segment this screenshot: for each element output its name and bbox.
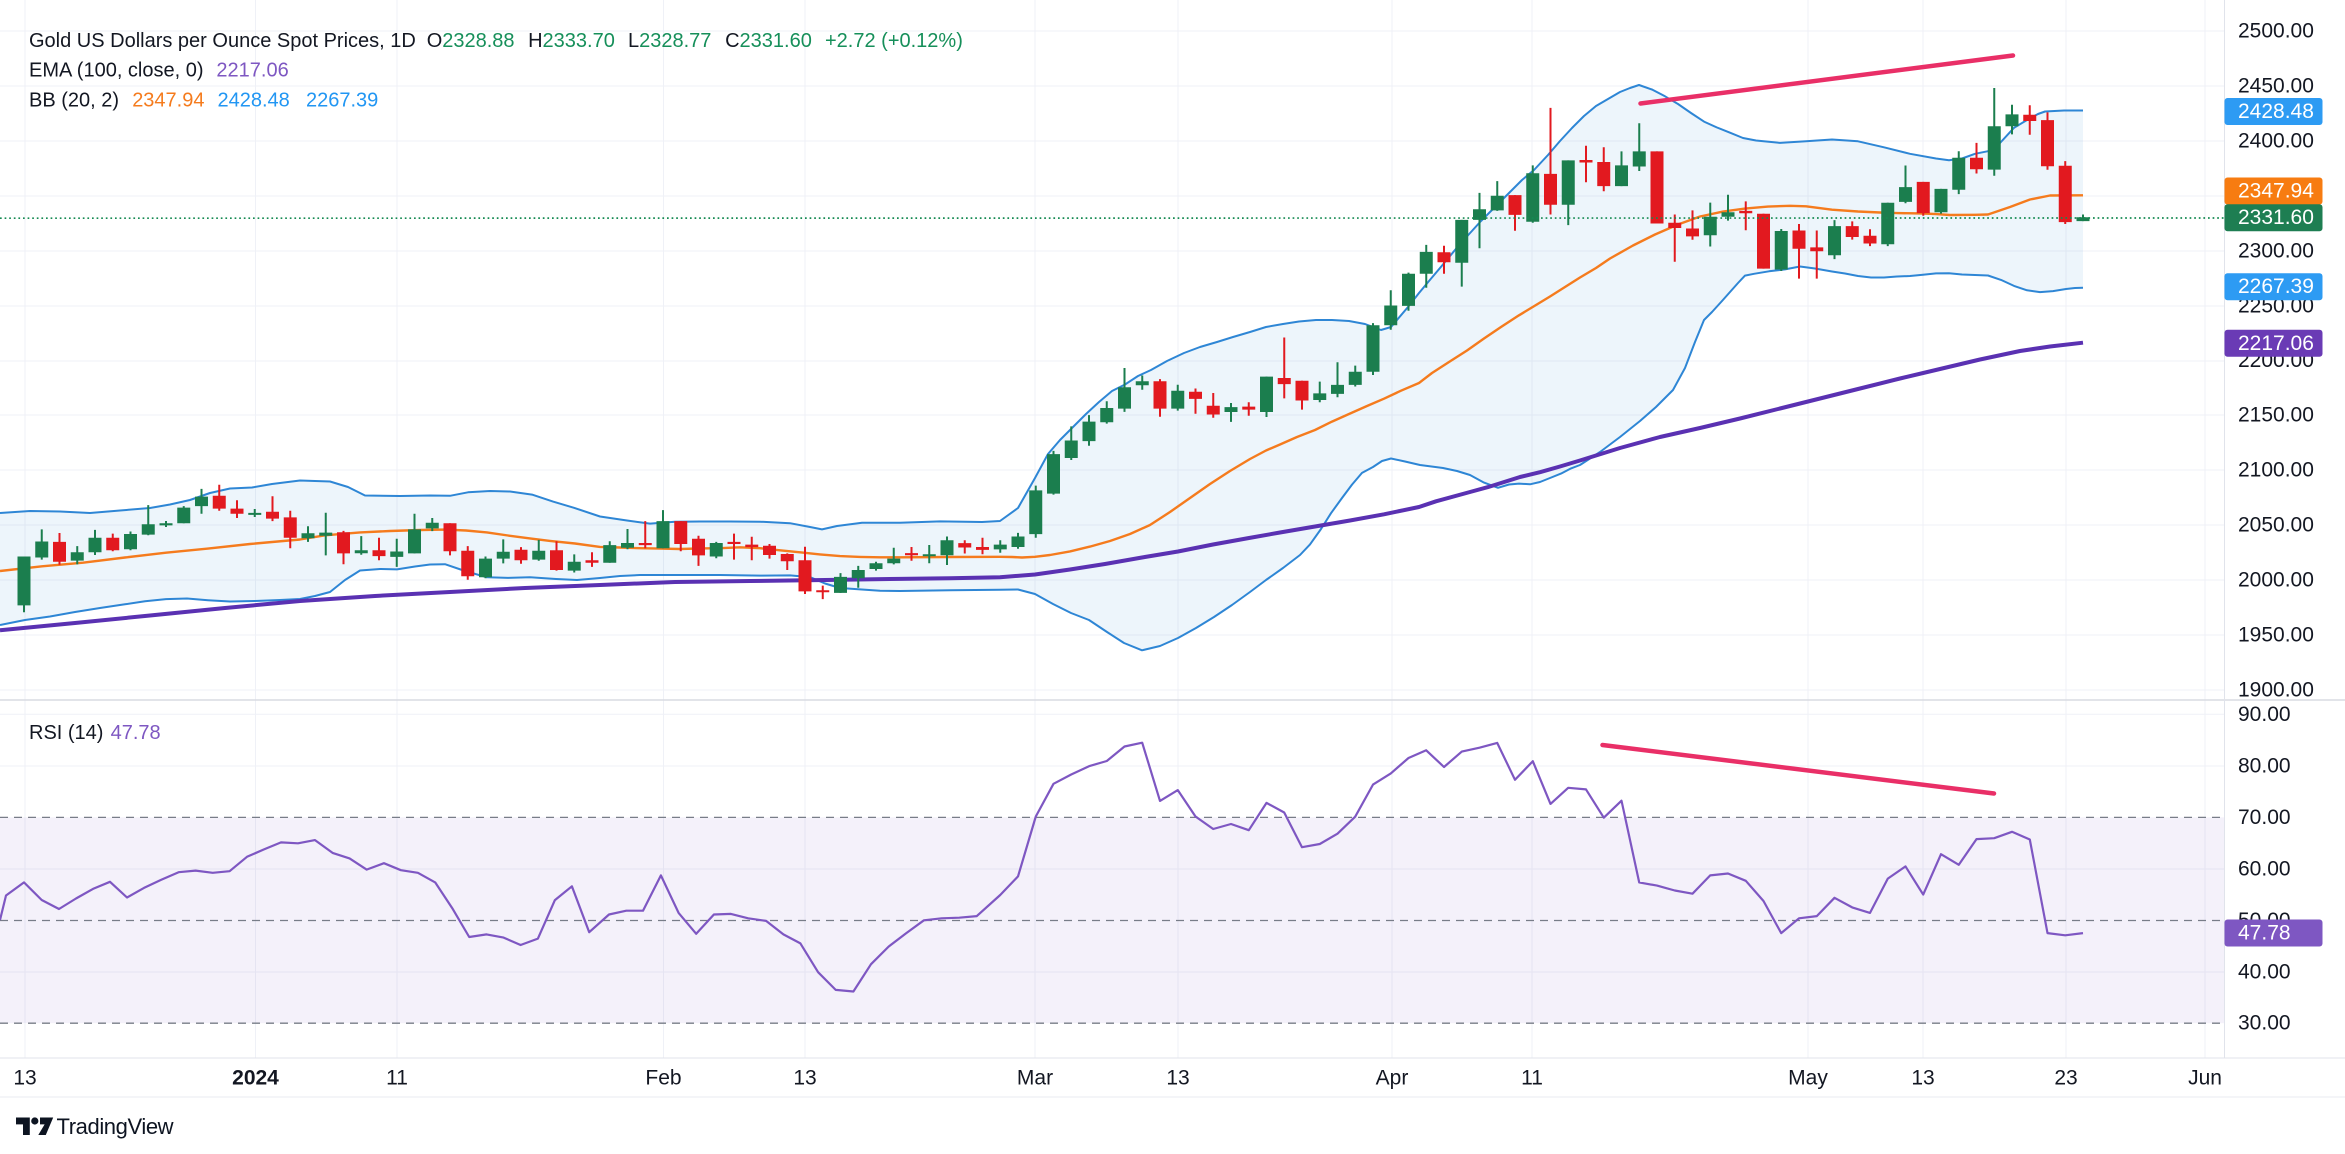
svg-text:23: 23 <box>2054 1067 2077 1090</box>
svg-text:11: 11 <box>1521 1067 1543 1090</box>
svg-text:2217.06: 2217.06 <box>2238 332 2314 355</box>
svg-text:Gold US Dollars per Ounce Spot: Gold US Dollars per Ounce Spot Prices, 1… <box>29 30 963 52</box>
svg-text:13: 13 <box>13 1067 36 1090</box>
svg-text:Mar: Mar <box>1017 1067 1053 1090</box>
svg-text:May: May <box>1788 1067 1828 1090</box>
svg-text:13: 13 <box>1166 1067 1189 1090</box>
svg-text:40.00: 40.00 <box>2238 961 2291 984</box>
svg-text:Apr: Apr <box>1376 1067 1409 1090</box>
svg-text:2400.00: 2400.00 <box>2238 130 2314 153</box>
svg-text:70.00: 70.00 <box>2238 806 2291 829</box>
svg-text:60.00: 60.00 <box>2238 858 2291 881</box>
svg-text:2000.00: 2000.00 <box>2238 569 2314 592</box>
svg-text:2300.00: 2300.00 <box>2238 240 2314 263</box>
svg-text:2347.94: 2347.94 <box>2238 180 2314 203</box>
svg-text:30.00: 30.00 <box>2238 1012 2291 1035</box>
svg-text:2024: 2024 <box>232 1067 279 1090</box>
svg-text:2331.60: 2331.60 <box>2238 206 2314 229</box>
svg-text:90.00: 90.00 <box>2238 703 2291 726</box>
svg-text:Feb: Feb <box>645 1067 681 1090</box>
svg-text:TradingView: TradingView <box>57 1114 174 1139</box>
svg-text:13: 13 <box>1911 1067 1934 1090</box>
svg-text:Jun: Jun <box>2188 1067 2222 1090</box>
svg-text:RSI (14)47.78: RSI (14) 47.78 <box>29 722 161 744</box>
svg-text:2100.00: 2100.00 <box>2238 459 2314 482</box>
svg-text:2450.00: 2450.00 <box>2238 75 2314 98</box>
svg-text:2050.00: 2050.00 <box>2238 514 2314 537</box>
svg-text:11: 11 <box>386 1067 408 1090</box>
svg-text:2250.00: 2250.00 <box>2238 295 2314 318</box>
svg-text:2150.00: 2150.00 <box>2238 404 2314 427</box>
svg-text:2428.48: 2428.48 <box>2238 100 2314 123</box>
svg-text:1900.00: 1900.00 <box>2238 679 2314 702</box>
svg-text:2267.39: 2267.39 <box>2238 275 2314 298</box>
svg-text:EMA (100, close, 0)2217.06: EMA (100, close, 0) 2217.06 <box>29 60 289 82</box>
svg-text:47.78: 47.78 <box>2238 922 2291 945</box>
svg-text:13: 13 <box>793 1067 816 1090</box>
svg-text:1950.00: 1950.00 <box>2238 624 2314 647</box>
svg-text:2500.00: 2500.00 <box>2238 20 2314 43</box>
svg-text:80.00: 80.00 <box>2238 755 2291 778</box>
